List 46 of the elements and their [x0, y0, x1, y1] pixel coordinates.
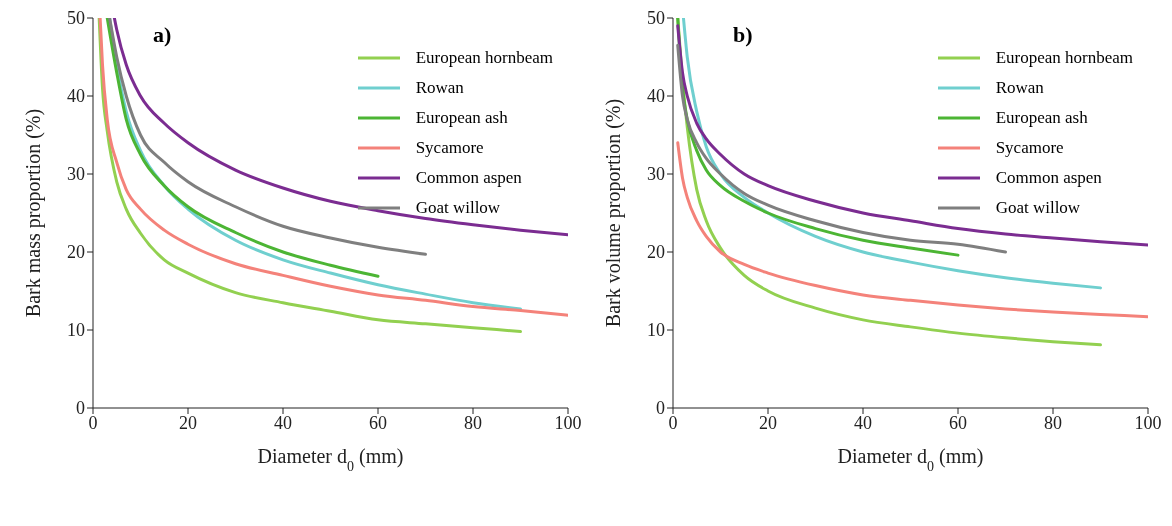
x-tick-label: 60	[949, 412, 967, 433]
y-tick-label: 50	[67, 8, 85, 29]
legend-label: Common aspen	[415, 168, 522, 188]
x-axis-title: Diameter d$_{0}$ (mm)	[837, 445, 984, 474]
x-tick-label: 20	[179, 412, 197, 433]
x-tick-label: 40	[274, 412, 292, 433]
y-axis-title: Bark volume proportion (%)	[602, 98, 625, 328]
x-tick-label: 20	[759, 412, 777, 433]
x-tick-label: 0	[88, 412, 98, 433]
x-tick-label: 80	[1044, 412, 1062, 433]
line-series	[676, 141, 1148, 319]
y-tick-label: 40	[647, 86, 665, 107]
y-tick-label: 0	[76, 398, 85, 419]
legend-label: Common aspen	[995, 168, 1102, 188]
y-tick-label: 0	[656, 398, 665, 419]
annotation: b)	[733, 22, 753, 48]
y-tick-label: 40	[67, 86, 85, 107]
line-series	[676, 24, 1148, 247]
y-tick-label: 30	[67, 164, 85, 185]
x-tick-label: 60	[369, 412, 387, 433]
legend-label: Goat willow	[415, 198, 501, 218]
legend-label: European hornbeam	[995, 48, 1133, 68]
y-axis-title: Bark mass proportion (%)	[22, 108, 45, 318]
y-tick-label: 20	[67, 242, 85, 263]
legend-label: European ash	[415, 108, 508, 128]
y-tick-label: 20	[647, 242, 665, 263]
y-tick-label: 10	[67, 320, 85, 341]
legend-label: Rowan	[415, 78, 464, 98]
line-series	[105, 18, 380, 278]
legend-label: European hornbeam	[415, 48, 553, 68]
x-tick-label: 80	[464, 412, 482, 433]
x-tick-label: 100	[554, 412, 582, 433]
legend-label: European ash	[995, 108, 1088, 128]
line-series	[112, 18, 568, 237]
annotation: a)	[153, 22, 172, 48]
legend-label: Goat willow	[995, 198, 1081, 218]
x-tick-label: 100	[1134, 412, 1162, 433]
legend-label: Sycamore	[415, 138, 484, 158]
y-tick-label: 30	[647, 164, 665, 185]
legend-label: Sycamore	[995, 138, 1064, 158]
x-axis-title: Diameter d$_{0}$ (mm)	[257, 445, 404, 474]
legend-label: Rowan	[995, 78, 1044, 98]
x-tick-label: 0	[668, 412, 678, 433]
y-tick-label: 50	[647, 8, 665, 29]
y-tick-label: 10	[647, 320, 665, 341]
x-tick-label: 40	[854, 412, 872, 433]
